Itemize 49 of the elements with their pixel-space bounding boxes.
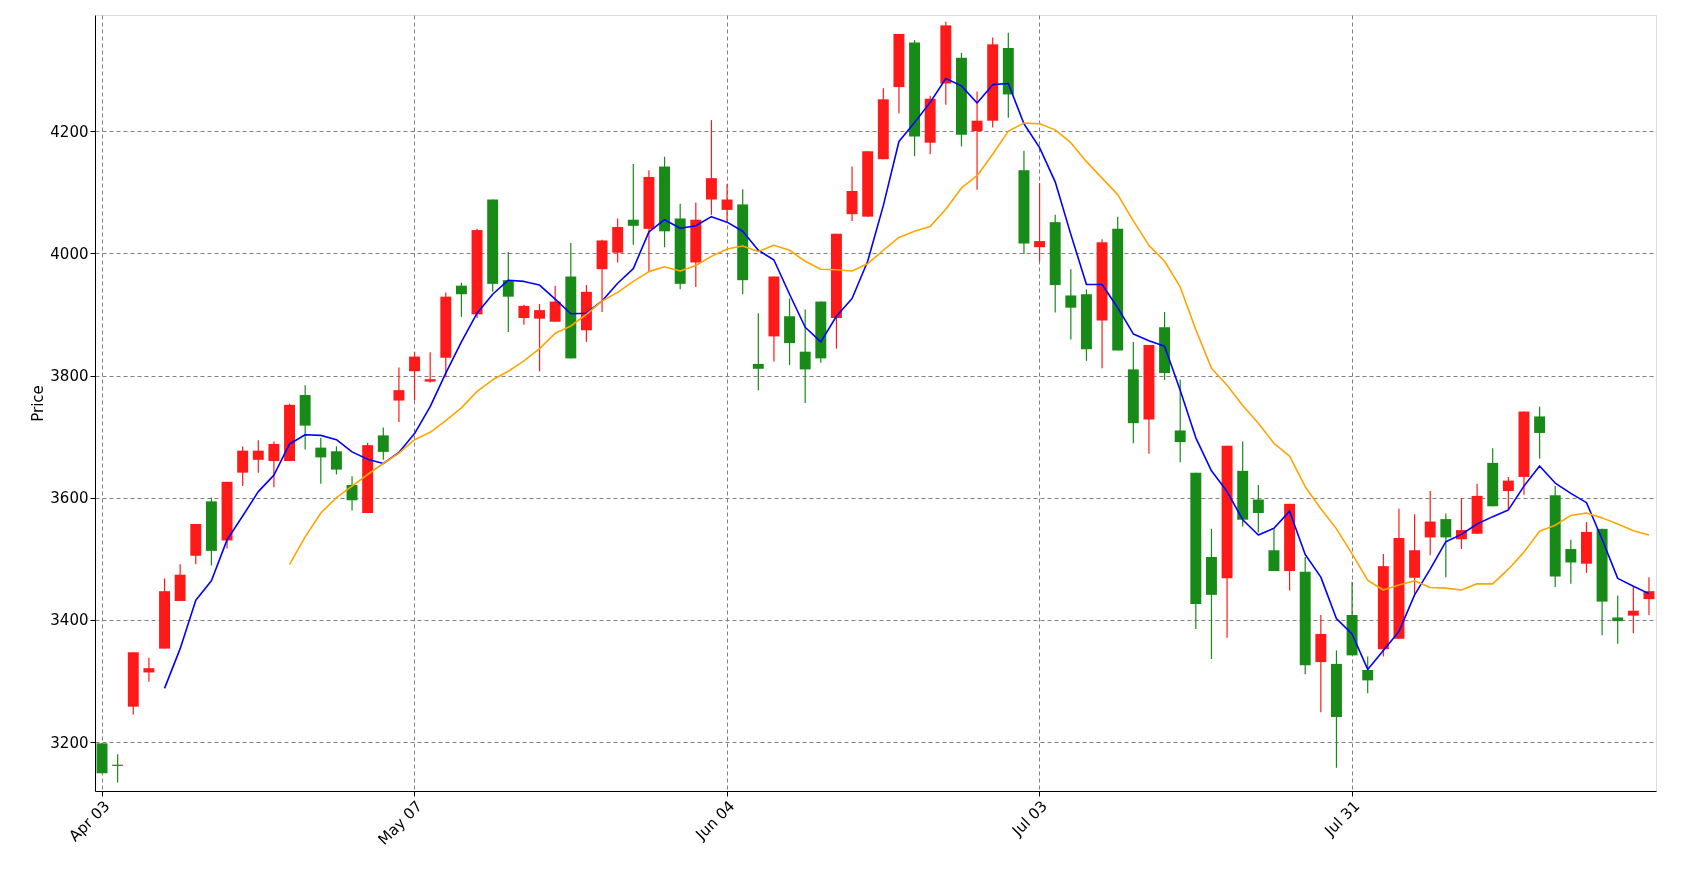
- candlestick: [1565, 539, 1577, 585]
- candlestick: [534, 303, 546, 372]
- candlestick: [143, 657, 155, 683]
- candlestick: [315, 437, 327, 485]
- candlestick: [1502, 476, 1514, 510]
- candlestick: [1065, 268, 1077, 341]
- x-tick-label: Jun 04: [691, 797, 739, 844]
- candlestick: [377, 426, 389, 461]
- candlestick: [502, 251, 514, 333]
- candlestick: [846, 165, 858, 222]
- candlestick: [237, 445, 249, 487]
- candlestick: [1034, 182, 1046, 262]
- y-tick-label: 3600: [50, 489, 89, 508]
- y-axis-title: Price: [29, 385, 48, 422]
- line-series: [288, 122, 1650, 591]
- candlestick: [549, 285, 561, 323]
- candlestick: [721, 183, 733, 222]
- candlestick: [1268, 528, 1280, 572]
- y-tick-label: 4000: [50, 244, 89, 263]
- candlestick: [330, 445, 342, 476]
- candlestick: [252, 439, 264, 474]
- candlestick: [752, 312, 764, 391]
- candlestick: [1643, 576, 1655, 616]
- candlestick: [1362, 655, 1374, 694]
- candlestick: [705, 119, 717, 216]
- candlestick: [799, 308, 811, 404]
- y-tick-label: 4200: [50, 122, 89, 141]
- candlestick: [971, 90, 983, 191]
- candlestick: [1252, 484, 1264, 534]
- y-tick-label: 3400: [50, 611, 89, 630]
- candlestick: [268, 440, 280, 488]
- candlestick: [1534, 406, 1546, 460]
- x-tick-label: Jul 31: [1320, 797, 1364, 841]
- candlestick: [1612, 594, 1624, 645]
- candlestick: [346, 475, 358, 512]
- candlestick: [393, 366, 405, 423]
- candlestick: [424, 351, 436, 384]
- candlestick: [627, 163, 639, 246]
- y-tick-label: 3200: [50, 733, 89, 752]
- candlestick: [518, 304, 530, 326]
- candlestick: [1174, 379, 1186, 463]
- x-tick-label: Apr 03: [65, 797, 114, 846]
- candlestick: [1440, 513, 1452, 578]
- candlestick: [1627, 586, 1639, 634]
- candlestick: [455, 282, 467, 318]
- y-tick-label: 3800: [50, 367, 89, 385]
- x-tick-label: Jul 03: [1007, 797, 1051, 841]
- candlestick: [409, 351, 421, 402]
- candlestick: [1424, 490, 1436, 556]
